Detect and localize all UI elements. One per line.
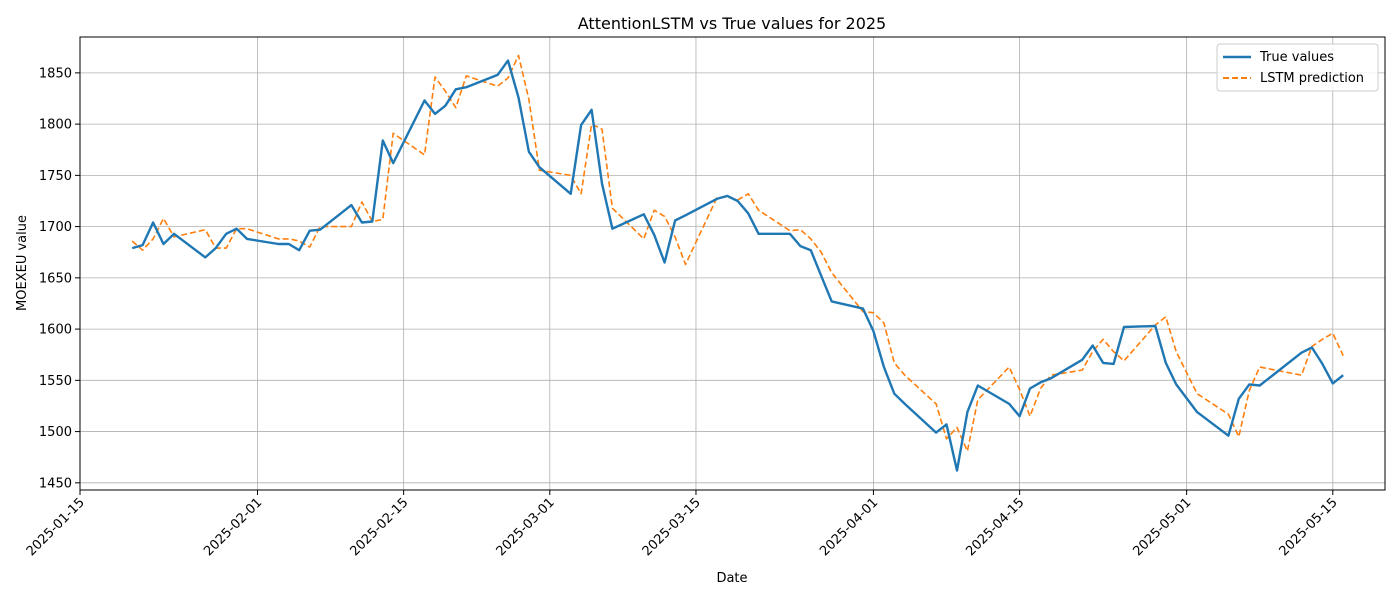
y-axis: 1450 1500 1550 1600 1650 1700 1750 1800 1850: [39, 66, 80, 491]
legend: True values LSTM prediction: [1216, 43, 1379, 92]
y-tick-label: 1650: [39, 271, 72, 286]
y-tick-label: 1800: [39, 118, 72, 133]
legend-label-lstm-prediction: LSTM prediction: [1260, 71, 1364, 86]
y-tick-label: 1450: [39, 476, 72, 491]
plot-frame: [79, 36, 1386, 491]
series-layer: [131, 54, 1344, 472]
y-tick-label: 1550: [39, 374, 72, 389]
y-axis-title: MOEXEU value: [15, 215, 30, 311]
x-axis-title: Date: [716, 571, 747, 586]
y-tick-label: 1750: [39, 169, 72, 184]
grid-lines: [79, 37, 1385, 490]
legend-label-true-values: True values: [1259, 50, 1334, 65]
y-tick-label: 1600: [39, 323, 72, 338]
legend-box: [1216, 43, 1379, 92]
y-tick-label: 1500: [39, 425, 72, 440]
chart-title: AttentionLSTM vs True values for 2025: [578, 14, 886, 33]
series-line-true-values: [131, 59, 1344, 472]
y-tick-label: 1850: [39, 66, 72, 81]
y-tick-label: 1700: [39, 220, 72, 235]
